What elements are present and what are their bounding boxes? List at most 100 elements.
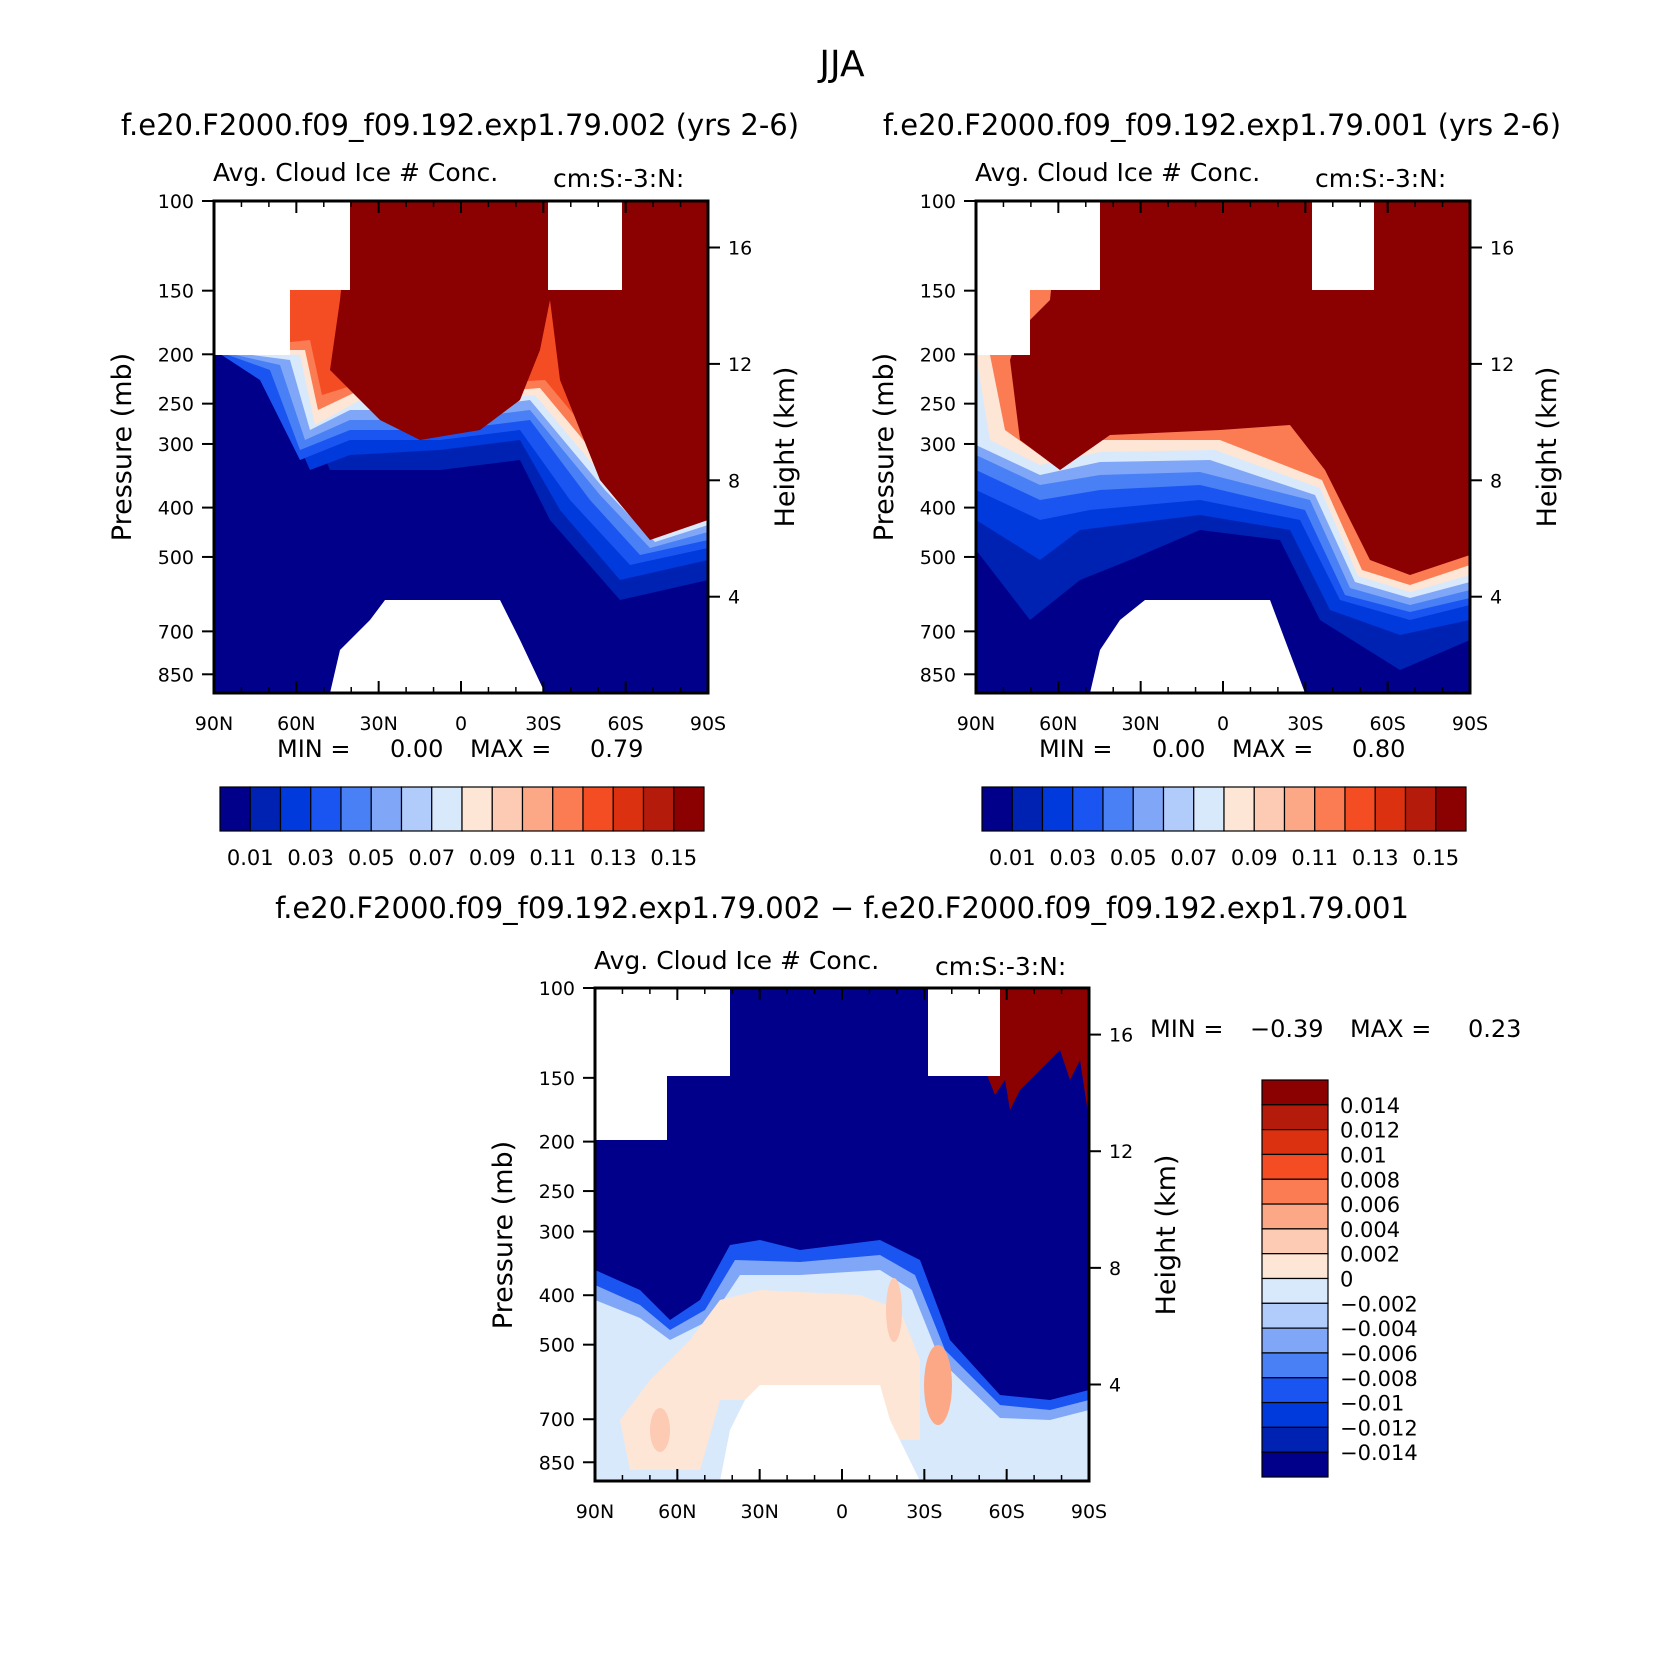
missing-surface xyxy=(720,1385,920,1481)
colorbar-label: −0.014 xyxy=(1340,1441,1418,1465)
colorbar-swatch xyxy=(1132,786,1165,832)
diff-warm-blob xyxy=(650,1408,670,1452)
colorbar-swatch xyxy=(1261,1302,1329,1329)
colorbar-label: 0.004 xyxy=(1340,1218,1400,1242)
colorbar-swatch xyxy=(310,786,342,832)
colorbar-swatch xyxy=(1223,786,1255,832)
colorbar-swatch xyxy=(1253,786,1286,832)
colorbar-swatch xyxy=(219,786,251,832)
x-tick-label: 0 xyxy=(836,1501,848,1523)
x-tick-label: 90N xyxy=(576,1501,614,1523)
colorbar-label: 0 xyxy=(1340,1268,1353,1292)
x-tick-label: 60S xyxy=(1370,713,1406,735)
axes: 90N 60N 30N 0 30S 60S 90S 100 150 200 250 300 400 500… xyxy=(158,191,752,735)
colorbar-swatch xyxy=(1011,786,1044,832)
x-tick-label: 60N xyxy=(277,713,315,735)
units-label: cm:S:-3:N: xyxy=(553,164,684,193)
colorbar-swatch xyxy=(249,786,282,832)
axes: 90N 60N 30N 0 30S 60S 90S 100 150 200 250 300 400 500… xyxy=(539,978,1133,1523)
x-tick-label: 90N xyxy=(195,713,233,735)
missing-surface xyxy=(330,600,545,693)
colorbar-label: 0.01 xyxy=(227,846,274,870)
x-tick-label: 30N xyxy=(359,713,397,735)
colorbar-swatch xyxy=(1261,1426,1329,1453)
colorbar-swatch xyxy=(1261,1401,1329,1428)
colorbar-label: 0.11 xyxy=(1291,846,1338,870)
x-tick-label: 60N xyxy=(1039,713,1077,735)
max-value: 0.79 xyxy=(590,735,643,763)
y-tick-label: 300 xyxy=(920,434,956,456)
missing-surface xyxy=(1090,600,1305,693)
colorbar-swatch xyxy=(1261,1277,1329,1304)
x-tick-label: 30S xyxy=(1287,713,1323,735)
colorbar-swatch xyxy=(1261,1253,1329,1280)
colorbar-label: 0.15 xyxy=(1412,846,1459,870)
colorbar-swatch xyxy=(1041,786,1074,832)
diff-warm-blob xyxy=(886,1278,902,1342)
y-tick-label: 400 xyxy=(920,498,956,520)
colorbar-swatch xyxy=(1162,786,1195,832)
panel-upper-right: f.e20.F2000.f09_f09.192.exp1.79.001 (yrs… xyxy=(869,108,1563,870)
y-tick-label: 700 xyxy=(539,1409,575,1431)
x-tick-label: 0 xyxy=(1217,713,1229,735)
colorbar-label: 0.01 xyxy=(989,846,1036,870)
colorbar: 0.01 0.03 0.05 0.07 0.09 0.11 0.13 0.15 xyxy=(219,786,705,870)
colorbar-swatch xyxy=(582,786,614,832)
units-label: cm:S:-3:N: xyxy=(935,952,1066,981)
units-label: cm:S:-3:N: xyxy=(1315,164,1446,193)
y-tick-label-right: 16 xyxy=(1109,1025,1133,1047)
y-axis-label: Pressure (mb) xyxy=(869,353,900,541)
contour-field xyxy=(595,988,1089,1481)
contour-field xyxy=(214,201,708,693)
y-tick-label-right: 12 xyxy=(1490,354,1514,376)
case-title: f.e20.F2000.f09_f09.192.exp1.79.002 (yrs… xyxy=(121,108,799,142)
y-tick-label: 400 xyxy=(158,498,194,520)
colorbar-label: 0.09 xyxy=(469,846,516,870)
contour-field xyxy=(976,201,1470,693)
x-tick-label: 30S xyxy=(906,1501,942,1523)
max-label: MAX = xyxy=(1350,1015,1431,1043)
colorbar-label: 0.03 xyxy=(287,846,334,870)
y-tick-label: 100 xyxy=(920,191,956,213)
y-tick-label: 250 xyxy=(539,1181,575,1203)
colorbar-swatch xyxy=(1261,1129,1329,1156)
colorbar-label: 0.13 xyxy=(590,846,637,870)
diff-warm-blob xyxy=(924,1345,952,1425)
y-axis-label-right: Height (km) xyxy=(770,367,801,528)
colorbar-swatch xyxy=(1374,786,1407,832)
colorbar-swatch xyxy=(642,786,675,832)
colorbar-label: 0.006 xyxy=(1340,1193,1400,1217)
min-label: MIN = xyxy=(277,735,350,763)
colorbar-label: −0.002 xyxy=(1340,1292,1418,1316)
colorbar-swatch xyxy=(1102,786,1134,832)
y-tick-label: 200 xyxy=(158,344,194,366)
y-tick-label-right: 4 xyxy=(1109,1375,1121,1397)
colorbar-swatch xyxy=(1261,1377,1329,1404)
colorbar-label: −0.01 xyxy=(1340,1392,1404,1416)
colorbar-label: 0.014 xyxy=(1340,1094,1400,1118)
colorbar-swatch xyxy=(673,786,705,832)
colorbar-swatch xyxy=(1261,1228,1329,1255)
plot-title: Avg. Cloud Ice # Conc. xyxy=(594,946,879,975)
colorbar-swatch xyxy=(1261,1203,1329,1230)
y-tick-label: 400 xyxy=(539,1285,575,1307)
case-title: f.e20.F2000.f09_f09.192.exp1.79.001 (yrs… xyxy=(883,108,1561,142)
panel-difference: f.e20.F2000.f09_f09.192.exp1.79.002 − f.… xyxy=(275,891,1521,1523)
y-tick-label: 100 xyxy=(539,978,575,1000)
colorbar-label: 0.008 xyxy=(1340,1168,1400,1192)
max-label: MAX = xyxy=(470,735,551,763)
colorbar-label: 0.03 xyxy=(1049,846,1096,870)
y-tick-label: 500 xyxy=(539,1335,575,1357)
colorbar-swatch xyxy=(400,786,433,832)
colorbar-swatch xyxy=(1261,1327,1329,1354)
colorbar-label: 0.07 xyxy=(1170,846,1217,870)
colorbar-label: 0.05 xyxy=(348,846,395,870)
colorbar-swatch xyxy=(1072,786,1104,832)
colorbar-swatch xyxy=(1344,786,1376,832)
diff-red-top-right xyxy=(985,988,1089,1120)
x-tick-label: 90S xyxy=(1071,1501,1107,1523)
y-tick-label: 150 xyxy=(539,1068,575,1090)
case-title: f.e20.F2000.f09_f09.192.exp1.79.002 − f.… xyxy=(275,891,1409,925)
colorbar-label: −0.008 xyxy=(1340,1367,1418,1391)
colorbar-swatch xyxy=(1261,1079,1329,1106)
